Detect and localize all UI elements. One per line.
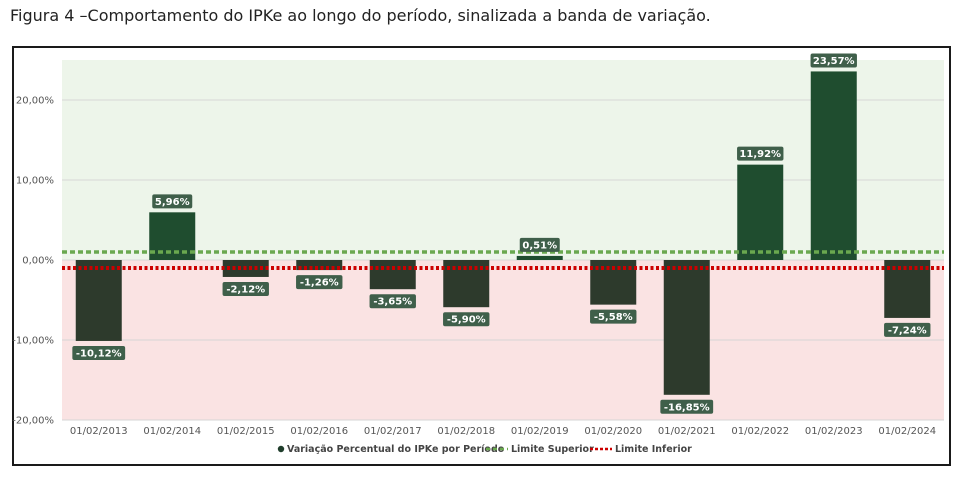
data-label-bg	[369, 294, 416, 309]
data-label-bg	[152, 194, 193, 209]
data-label-bg	[884, 322, 931, 337]
data-label-bg	[810, 53, 857, 68]
y-tick-label: -20,00%	[12, 416, 54, 427]
data-label-bg	[519, 237, 560, 252]
data-label-bg	[443, 312, 490, 327]
y-tick-label: 20,00%	[16, 96, 54, 107]
data-label-bg	[737, 146, 784, 161]
x-tick-label: 01/02/2016	[290, 426, 348, 437]
data-label: 11,92%	[739, 149, 781, 160]
legend-label-series: Variação Percentual do IPKe por Período	[287, 444, 505, 455]
y-tick-label: 0,00%	[22, 256, 54, 267]
data-label: 23,57%	[813, 56, 855, 67]
x-tick-label: 01/02/2020	[584, 426, 642, 437]
legend-marker-series	[277, 445, 285, 453]
x-tick-label: 01/02/2022	[731, 426, 789, 437]
y-tick-label: 10,00%	[16, 176, 54, 187]
bar	[516, 255, 563, 260]
positive-band	[62, 60, 944, 260]
data-label: 5,96%	[155, 197, 190, 208]
data-label: -3,65%	[373, 297, 412, 308]
x-tick-label: 01/02/2024	[878, 426, 936, 437]
bar	[75, 260, 122, 341]
bar	[810, 71, 857, 260]
y-tick-label: -10,00%	[12, 336, 54, 347]
x-tick-label: 01/02/2021	[658, 426, 716, 437]
data-label: -5,58%	[594, 312, 633, 323]
x-tick-label: 01/02/2019	[511, 426, 569, 437]
data-label-bg	[72, 345, 126, 360]
data-label: -1,26%	[300, 278, 339, 289]
data-label: -7,24%	[888, 325, 927, 336]
data-label: -10,12%	[76, 348, 122, 359]
data-label: -5,90%	[447, 315, 486, 326]
data-label-bg	[590, 309, 637, 324]
x-tick-label: 01/02/2023	[805, 426, 863, 437]
x-tick-label: 01/02/2017	[364, 426, 422, 437]
bar	[296, 260, 343, 271]
data-label: -16,85%	[664, 402, 710, 413]
bar	[737, 164, 784, 260]
data-label-bg	[222, 281, 269, 296]
x-tick-label: 01/02/2015	[217, 426, 275, 437]
bar	[884, 260, 931, 318]
x-tick-label: 01/02/2014	[143, 426, 201, 437]
figure-caption: Figura 4 –Comportamento do IPKe ao longo…	[10, 6, 711, 25]
data-label-bg	[296, 275, 343, 290]
legend-label-upper: Limite Superior	[511, 444, 594, 455]
x-tick-label: 01/02/2018	[437, 426, 495, 437]
x-tick-label: 01/02/2013	[70, 426, 128, 437]
data-label: 0,51%	[522, 240, 557, 251]
bar	[663, 260, 710, 395]
legend-label-lower: Limite Inferior	[615, 444, 692, 455]
legend: Variação Percentual do IPKe por Período L…	[277, 444, 692, 455]
bar	[369, 260, 416, 290]
bar	[149, 212, 196, 260]
data-label-bg	[660, 399, 714, 414]
data-label: -2,12%	[226, 284, 265, 295]
